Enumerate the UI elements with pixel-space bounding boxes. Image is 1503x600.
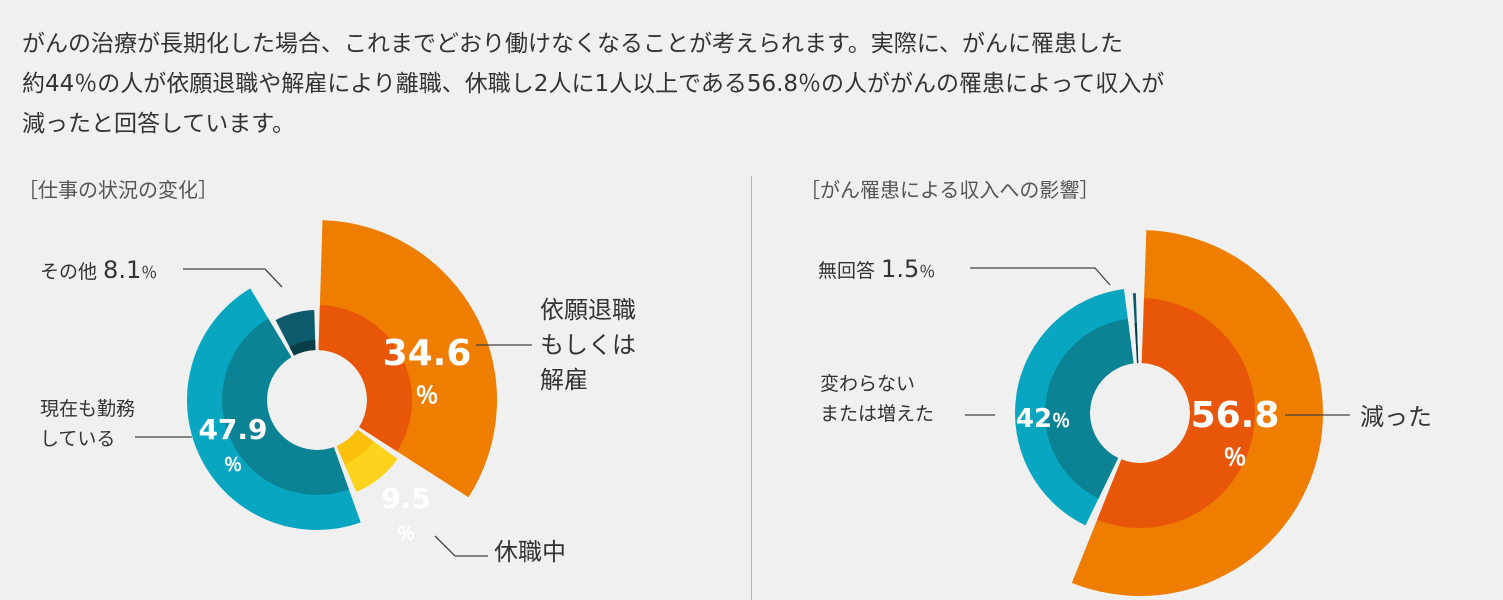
intro-line: がんの治療が長期化した場合、これまでどおり働けなくなることが考えられます。実際に… [22,31,1124,57]
donut-slice-inner-1 [336,429,374,465]
leader-line [970,267,1111,286]
slice-label: している [40,428,115,450]
slice-value-unit: ％ [224,455,242,476]
chart-divider [751,176,752,600]
slice-value-label: 9.5 [381,482,431,515]
slice-value-unit: ％ [1224,445,1247,471]
slice-label: 無回答 1.5％ [818,255,935,283]
slice-label: その他 8.1％ [40,256,157,284]
slice-label: もしくは [540,331,636,359]
slice-label: または増えた [820,403,934,425]
slice-label: 依願退職 [540,296,636,324]
leader-line [183,268,283,288]
slice-value-label: 47.9 [198,413,267,446]
donut-slice-inner-0 [1097,298,1255,528]
chart-title-income-impact: ［がん罹患による収入への影響］ [800,178,1100,202]
donut-slice-inner-3 [289,340,316,356]
chart-title-work-status: ［仕事の状況の変化］ [18,178,218,202]
slice-label: 休職中 [494,538,566,566]
intro-text: がんの治療が長期化した場合、これまでどおり働けなくなることが考えられます。実際に… [22,24,1482,144]
donut-slice-inner-1 [1045,318,1134,499]
slice-value-label: 42％ [1016,404,1070,434]
donut-slice-inner-0 [318,305,413,452]
slice-label: 変わらない [820,373,915,395]
slice-label: 現在も勤務 [40,398,135,420]
slice-label: 減った [1360,403,1432,431]
slice-label: 解雇 [540,366,588,394]
donut-slice-inner-2 [1134,323,1139,364]
leader-line [434,535,488,557]
intro-line: 約44％の人が依願退職や解雇により離職、休職し2人に1人以上である56.8％の人… [22,71,1165,97]
slice-value-label: 34.6 [383,333,472,374]
slice-value-unit: ％ [416,383,439,409]
donut-slice-inner-2 [221,318,349,496]
slice-value-label: 56.8 [1191,395,1280,436]
intro-line: 減ったと回答しています。 [22,111,296,137]
slice-value-unit: ％ [397,524,415,545]
